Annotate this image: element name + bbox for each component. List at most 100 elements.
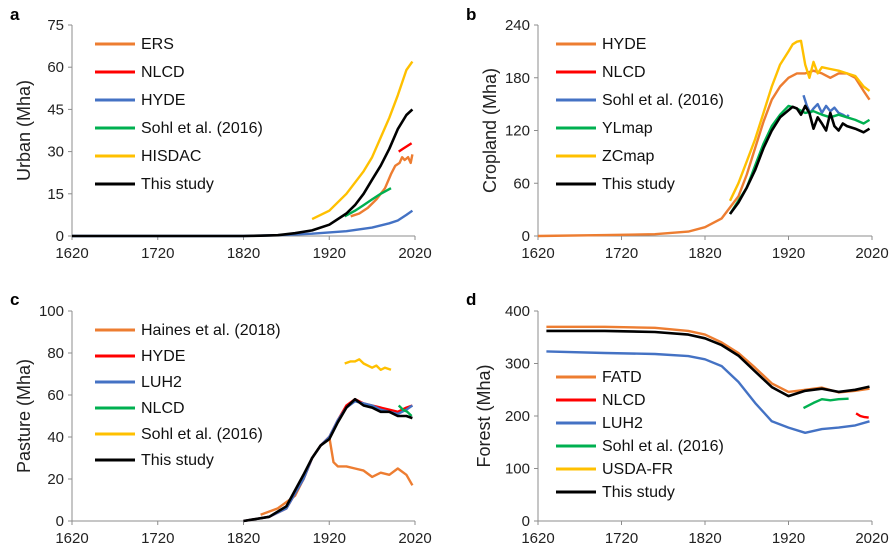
legend-entry: USDA-FR: [602, 461, 673, 478]
y-axis-label: Pasture (Mha): [14, 359, 34, 473]
legend-entry: NLCD: [141, 64, 185, 81]
y-tick-label: 60: [513, 175, 530, 192]
series-line-hisdac: [311, 60, 414, 221]
y-tick-label: 180: [505, 70, 530, 87]
legend-entry: LUH2: [141, 374, 182, 391]
legend-entry: NLCD: [602, 392, 646, 409]
y-tick-label: 100: [39, 303, 64, 320]
legend-entry: HYDE: [602, 36, 646, 53]
legend-entry: HISDAC: [141, 148, 201, 165]
x-tick-label: 1620: [55, 530, 88, 547]
y-tick-label: 75: [47, 17, 64, 34]
panel-d: d 0 100 200 300 400 1620 1720 1820 1920 2020 Forest…: [466, 290, 889, 547]
legend-entry: NLCD: [602, 64, 646, 81]
y-tick-label: 100: [505, 461, 530, 478]
x-tick-label: 2020: [398, 530, 431, 547]
legend: ERS NLCD HYDE Sohl et al. (2016) HISDAC This …: [95, 36, 263, 193]
series-line-luh2: [546, 350, 870, 434]
x-tick-label: 1920: [313, 245, 346, 262]
y-tick-label: 200: [505, 408, 530, 425]
panel-b: b 0 60 120 180 240 1620 1720 1820 1920 2020 Croplan…: [466, 5, 889, 262]
panel-label: d: [466, 290, 476, 309]
y-tick-label: 60: [47, 387, 64, 404]
series-line-this-study: [546, 329, 870, 398]
x-tick-label: 1720: [141, 245, 174, 262]
series-line-hyde: [537, 69, 871, 238]
panel-a: a 0 15 30 45 60 75 1620 1720 1820 1920 2020 Urban (M…: [10, 5, 432, 262]
legend-entry: Sohl et al. (2016): [141, 426, 263, 443]
y-tick-label: 0: [56, 513, 64, 530]
legend-entry: Sohl et al. (2016): [602, 92, 724, 109]
y-tick-label: 80: [47, 345, 64, 362]
y-tick-label: 120: [505, 123, 530, 140]
y-tick-label: 60: [47, 59, 64, 76]
panel-label: a: [10, 5, 20, 24]
legend-entry: HYDE: [141, 92, 185, 109]
series-line-nlcd: [397, 404, 413, 417]
legend-entry: Haines et al. (2018): [141, 322, 281, 339]
series-line-nlcd: [398, 142, 413, 153]
legend-entry: ERS: [141, 36, 174, 53]
series-line-this-study: [243, 397, 413, 523]
x-tick-label: 1820: [227, 245, 260, 262]
legend-entry: YLmap: [602, 120, 653, 137]
series-line-hyde: [72, 209, 414, 238]
legend-entry: This study: [602, 176, 675, 193]
x-tick-label: 1720: [141, 530, 174, 547]
y-tick-label: 400: [505, 303, 530, 320]
legend: Haines et al. (2018) HYDE LUH2 NLCD Sohl et …: [95, 322, 281, 469]
x-tick-label: 2020: [398, 245, 431, 262]
x-tick-label: 1620: [521, 245, 554, 262]
x-tick-label: 1620: [55, 245, 88, 262]
legend: HYDE NLCD Sohl et al. (2016) YLmap ZCmap This…: [556, 36, 724, 193]
panel-label: b: [466, 5, 476, 24]
x-tick-label: 1820: [688, 245, 721, 262]
x-tick-label: 1820: [227, 530, 260, 547]
series-line-haines-et-al-2018: [260, 435, 414, 516]
legend: FATD NLCD LUH2 Sohl et al. (2016) USDA-FR Thi…: [556, 369, 724, 501]
y-tick-label: 40: [47, 429, 64, 446]
x-tick-label: 1720: [605, 530, 638, 547]
legend-entry: ZCmap: [602, 148, 655, 165]
legend-entry: NLCD: [141, 400, 185, 417]
series-line-sohl-et-al-2016: [344, 187, 392, 218]
legend-entry: This study: [141, 452, 214, 469]
series-line-this-study: [72, 108, 414, 238]
legend-entry: This study: [141, 176, 214, 193]
x-tick-label: 1820: [688, 530, 721, 547]
legend-entry: Sohl et al. (2016): [602, 438, 724, 455]
legend-entry: HYDE: [141, 348, 185, 365]
x-tick-label: 1920: [772, 530, 805, 547]
legend-entry: LUH2: [602, 415, 643, 432]
x-tick-label: 2020: [855, 530, 888, 547]
legend-entry: FATD: [602, 369, 642, 386]
y-tick-label: 45: [47, 101, 64, 118]
y-tick-label: 240: [505, 17, 530, 34]
y-tick-label: 30: [47, 144, 64, 161]
x-tick-label: 2020: [855, 245, 888, 262]
series-line-hyde: [243, 398, 413, 523]
y-tick-label: 0: [522, 228, 530, 245]
x-tick-label: 1620: [521, 530, 554, 547]
panel-c: c 0 20 40 60 80 100 1620 1720 1820 1920 2020 Pasture…: [10, 290, 432, 547]
series-line-zcmap: [728, 39, 871, 202]
series-line-luh2: [243, 400, 414, 523]
y-tick-label: 15: [47, 186, 64, 203]
series-line-sohl-et-al-2016: [344, 358, 392, 371]
legend-entry: Sohl et al. (2016): [141, 120, 263, 137]
panel-label: c: [10, 290, 19, 309]
y-axis-label: Forest (Mha): [474, 364, 494, 467]
x-tick-label: 1920: [772, 245, 805, 262]
y-axis-label: Cropland (Mha): [480, 68, 500, 193]
y-axis-label: Urban (Mha): [14, 80, 34, 181]
y-tick-label: 0: [522, 513, 530, 530]
y-tick-label: 20: [47, 471, 64, 488]
x-tick-label: 1920: [313, 530, 346, 547]
series-line-sohl-et-al-2016: [802, 397, 849, 410]
legend-entry: This study: [602, 484, 675, 501]
y-tick-label: 0: [56, 228, 64, 245]
y-tick-label: 300: [505, 356, 530, 373]
series-line-ylmap: [728, 104, 871, 215]
series-line-ers: [350, 154, 414, 218]
